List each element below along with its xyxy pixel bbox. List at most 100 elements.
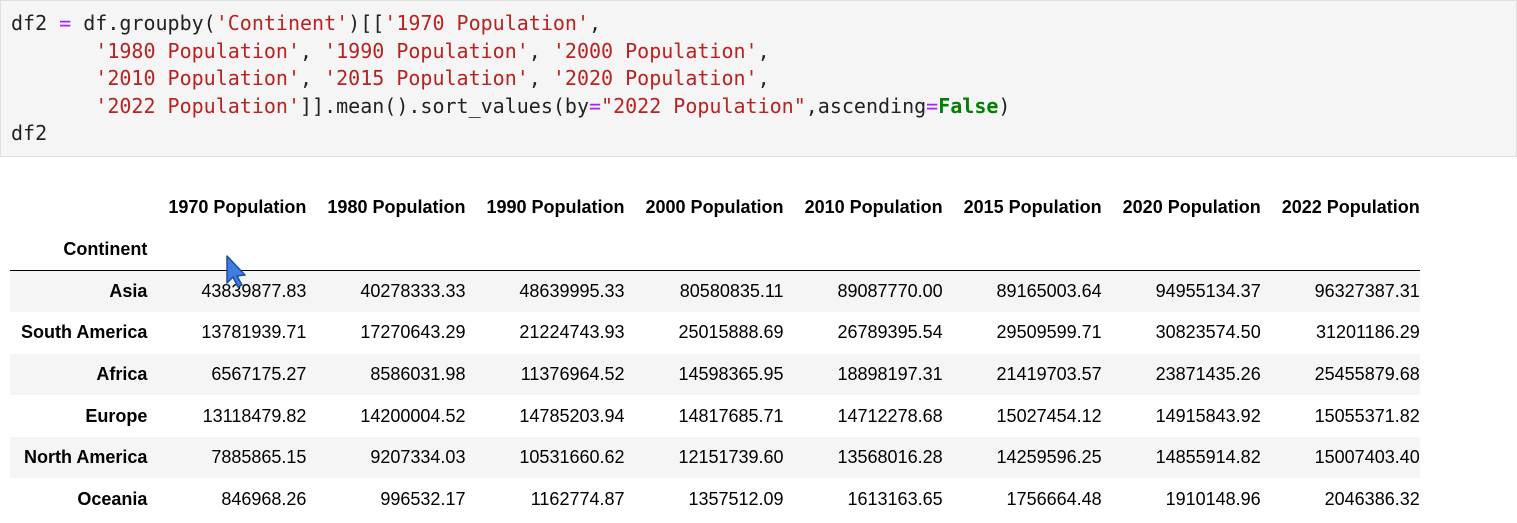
table-cell: 13781939.71 <box>201 322 307 343</box>
code-token: , <box>300 38 325 63</box>
index-name-spacer <box>1260 228 1420 271</box>
row-label: Asia <box>109 281 148 302</box>
code-token: df.groupby( <box>71 11 216 35</box>
table-cell: 89087770.00 <box>837 281 943 302</box>
code-token: df2 <box>11 121 48 146</box>
table-cell: 23871435.26 <box>1155 363 1261 384</box>
table-cell: 40278333.33 <box>360 281 466 302</box>
code-token: '1970 Population' <box>384 11 589 35</box>
code-token: ,ascending <box>805 93 927 118</box>
table-cell: 11376964.52 <box>520 363 625 384</box>
index-name-row: Continent <box>10 228 1420 271</box>
table-cell: 26789395.54 <box>837 322 943 343</box>
code-token: '2020 Population' <box>552 66 758 91</box>
code-cell-input[interactable]: df2 = df.groupby('Continent')[['1970 Pop… <box>0 0 1517 157</box>
code-token: , <box>300 66 325 91</box>
index-name-spacer <box>783 228 943 271</box>
column-header-row: 1970 Population 1980 Population 1990 Popul… <box>10 186 1419 228</box>
code-token: '1980 Population' <box>95 38 300 63</box>
code-token: '2022 Population' <box>95 93 300 118</box>
code-line: df2 = df.groupby('Continent')[['1970 Pop… <box>11 11 601 35</box>
code-token <box>11 39 95 63</box>
table-cell: 80580835.11 <box>679 281 784 302</box>
code-token: '1990 Population' <box>324 38 529 63</box>
table-cell: 13118479.82 <box>202 405 307 426</box>
code-token: = <box>59 11 72 35</box>
table-cell: 25455879.68 <box>1314 363 1420 384</box>
code-line: '1980 Population', '1990 Population', '2… <box>11 38 770 63</box>
table-cell: 14259596.25 <box>996 447 1102 468</box>
code-token: = <box>926 93 939 118</box>
code-token: '2000 Population' <box>552 38 758 63</box>
row-label: North America <box>24 447 148 468</box>
table-cell: 14598365.95 <box>678 363 784 384</box>
code-token: , <box>528 66 553 91</box>
column-header: 1970 Population <box>168 196 307 217</box>
code-line: df2 <box>11 121 47 145</box>
column-header: 1980 Population <box>327 196 466 217</box>
table-cell: 6567175.27 <box>211 363 307 384</box>
code-token: , <box>589 11 602 35</box>
row-label: South America <box>21 322 148 343</box>
table-cell: 30823574.50 <box>1155 322 1261 343</box>
table-row: North America 7885865.15 9207334.03 1053166… <box>10 436 1420 479</box>
table-cell: 96327387.31 <box>1314 281 1420 302</box>
code-editor[interactable]: df2 = df.groupby('Continent')[['1970 Pop… <box>11 10 1010 148</box>
output-area: 1970 Population 1980 Population 1990 Popul… <box>10 186 1517 521</box>
code-token: df2 <box>11 11 60 35</box>
row-label: Europe <box>85 405 148 426</box>
index-name-spacer <box>1101 228 1261 271</box>
table-cell: 7885865.15 <box>211 447 307 468</box>
table-cell: 21224743.93 <box>519 322 625 343</box>
table-cell: 17270643.29 <box>360 322 466 343</box>
column-header: 2000 Population <box>645 196 784 217</box>
table-cell: 14855914.82 <box>1155 447 1261 468</box>
table-cell: 1910148.96 <box>1165 488 1261 509</box>
table-cell: 48639995.33 <box>519 281 625 302</box>
table-cell: 1756664.48 <box>1006 488 1102 509</box>
code-token: = <box>588 93 602 118</box>
code-token: )[[ <box>348 11 385 35</box>
table-row: Africa 6567175.27 8586031.98 11376964.52 145… <box>10 353 1420 396</box>
code-token: ]].mean().sort_values(by <box>300 93 589 118</box>
code-token <box>11 94 95 118</box>
column-header: 2020 Population <box>1122 196 1261 217</box>
dataframe-table: 1970 Population 1980 Population 1990 Popul… <box>10 186 1420 521</box>
table-cell: 2046386.32 <box>1324 488 1420 509</box>
table-cell: 1613163.65 <box>847 488 943 509</box>
table-cell: 21419703.57 <box>996 363 1102 384</box>
index-header-spacer <box>10 186 147 228</box>
code-token: ) <box>998 93 1011 118</box>
code-line: '2010 Population', '2015 Population', '2… <box>11 66 769 91</box>
code-token: 'Continent' <box>215 11 349 35</box>
column-header: 1990 Population <box>486 196 625 217</box>
table-row: Oceania 846968.26 996532.17 1162774.87 13575… <box>10 478 1420 521</box>
table-cell: 996532.17 <box>380 488 466 509</box>
table-cell: 25015888.69 <box>678 322 784 343</box>
row-label: Africa <box>96 363 148 384</box>
index-name-spacer <box>624 228 784 271</box>
index-name: Continent <box>10 228 148 271</box>
table-row: South America 13781939.71 17270643.29 21224… <box>10 312 1420 354</box>
table-row: Europe 13118479.82 14200004.52 14785203.94 1… <box>10 395 1420 437</box>
column-header: 2015 Population <box>963 196 1102 217</box>
table-cell: 14785203.94 <box>519 405 625 426</box>
table-cell: 29509599.71 <box>996 322 1102 343</box>
table-cell: 18898197.31 <box>837 363 943 384</box>
index-name-spacer <box>306 228 466 271</box>
table-cell: 8586031.98 <box>370 363 466 384</box>
code-token: '2010 Population' <box>95 66 300 91</box>
table-cell: 846968.26 <box>221 488 307 509</box>
table-cell: 12151739.60 <box>678 447 784 468</box>
code-token: False <box>938 93 999 118</box>
index-name-spacer <box>942 228 1102 271</box>
table-cell: 13568016.28 <box>837 447 943 468</box>
code-token: , <box>757 38 770 63</box>
mouse-pointer-icon <box>226 255 246 288</box>
table-body: Asia 43839877.83 40278333.33 48639995.33 805… <box>10 270 1420 521</box>
table-cell: 9207334.03 <box>370 447 466 468</box>
table-row: Asia 43839877.83 40278333.33 48639995.33 805… <box>10 270 1420 313</box>
table-cell: 15027454.12 <box>996 405 1102 426</box>
table-cell: 10531660.62 <box>519 447 625 468</box>
table-cell: 14817685.71 <box>678 405 784 426</box>
